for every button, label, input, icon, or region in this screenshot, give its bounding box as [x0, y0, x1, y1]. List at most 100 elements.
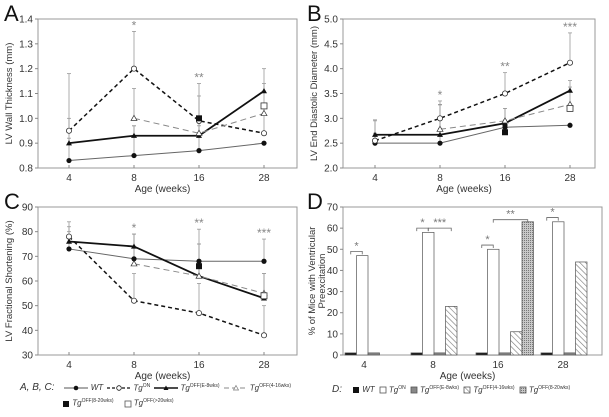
x-tick-label: 4 — [372, 173, 378, 184]
marker-tgoff-20wks — [566, 105, 574, 112]
marker-tgon — [130, 297, 137, 304]
plot-frame — [342, 18, 596, 169]
y-tick-label: 50 — [22, 301, 34, 312]
panel-b: B 2.0 2.5 3.0 3.5 4.0 4.5 5.0 LV End Diastolic D… — [307, 1, 596, 195]
panel-d: D 0 10 20 30 40 50 60 70 % of Mice with Ventricul… — [307, 189, 603, 382]
marker-tgon — [66, 127, 73, 134]
marker-tgon — [567, 59, 574, 66]
y-tick-label: 70 — [327, 203, 339, 214]
marker-tgoff-e-8wks — [437, 131, 443, 137]
x-tick-label: 28 — [258, 173, 270, 184]
x-axis-label: Age (weeks) — [436, 184, 492, 195]
y-axis-label: LV Fractional Shortening (%) — [4, 220, 15, 341]
panel-letter: B — [307, 1, 322, 26]
marker-wt — [196, 148, 202, 154]
significance-marker: * — [438, 88, 443, 102]
legend-abc-prefix: A, B, C: — [20, 382, 55, 393]
bar-tgoff-e-8wks — [498, 352, 511, 356]
x-tick-label: 8 — [430, 360, 436, 371]
marker-tgoff-20wks — [260, 292, 268, 300]
panel-letter: C — [4, 189, 20, 214]
y-tick-label: 2.5 — [324, 139, 338, 150]
marker-tgon — [371, 137, 378, 144]
legend-d-item-wt: WT — [352, 385, 375, 394]
y-tick-label: 4.0 — [324, 64, 338, 75]
series-line-tgoff-e-8wks — [68, 90, 265, 145]
plot-frame — [37, 18, 298, 169]
significance-marker: *** — [257, 226, 271, 240]
series-line-wt — [68, 248, 264, 262]
x-tick-label: 4 — [66, 360, 72, 371]
bar-tgon — [487, 248, 500, 356]
y-tick-label: 2.0 — [324, 164, 338, 175]
x-axis-label: Age (weeks) — [440, 371, 496, 382]
marker-wt — [66, 157, 72, 164]
marker-tgoff-e-8wks — [567, 87, 573, 93]
significance-bracket — [350, 251, 363, 255]
marker-tgon — [130, 65, 137, 72]
bar-tgoff-e-8wks — [563, 352, 576, 356]
y-tick-label: 3.5 — [324, 89, 338, 100]
y-axis-label-line2: Preexcitation — [317, 254, 328, 309]
marker-tgoff-20wks — [260, 102, 268, 110]
significance-bracket — [546, 217, 559, 221]
significance-marker: * — [420, 217, 425, 229]
y-tick-label: 60 — [22, 277, 34, 288]
marker-wt — [66, 246, 72, 252]
x-tick-label: 4 — [361, 360, 367, 371]
bar-tgoff-e-8wks — [367, 352, 380, 356]
panel-a: A 0.8 0.9 1.0 1.1 1.2 1.3 1.4 LV Wall Thickness … — [4, 1, 298, 195]
bar-tgoff-4-16wks — [575, 261, 588, 356]
marker-wt — [196, 258, 202, 264]
marker-tgoff-8-20wks — [502, 129, 508, 136]
marker-tgoff-4-16wks — [501, 117, 509, 124]
marker-tgoff-e-8wks — [131, 132, 137, 138]
y-tick-label: 1.3 — [19, 39, 33, 50]
y-tick-label: 5.0 — [324, 15, 338, 26]
panel-c: C 30 40 50 60 70 80 90 LV Fractional Shortening … — [4, 189, 298, 382]
series-line-tgon — [68, 236, 265, 336]
marker-tgoff-e-8wks — [372, 131, 378, 137]
significance-marker: * — [132, 18, 137, 32]
series-line-tgoff-e-8wks — [375, 89, 571, 136]
series-line-tgoff-4-16wks — [133, 112, 265, 134]
y-tick-label: 30 — [327, 287, 339, 298]
legend-abc: A, B, C: WT TgON TgOFF(E-8wks) TgOFF(4-1… — [20, 382, 291, 393]
y-tick-label: 0.8 — [19, 164, 33, 175]
panel-letter: A — [4, 1, 19, 26]
y-tick-label: 20 — [327, 308, 339, 319]
marker-wt — [261, 140, 267, 146]
panel-letter: D — [307, 189, 323, 214]
x-tick-label: 8 — [131, 173, 137, 184]
legend-d-prefix: D: — [332, 384, 342, 395]
y-tick-label: 60 — [327, 224, 339, 235]
bar-wt — [410, 352, 423, 356]
series-line-tgon — [68, 67, 265, 134]
marker-tgoff-4-16wks — [260, 109, 268, 116]
legend-item-wt: WT — [64, 383, 103, 392]
y-axis-label: LV Wall Thickness (mm) — [4, 43, 15, 145]
x-tick-label: 16 — [499, 173, 511, 184]
significance-marker: ** — [194, 216, 204, 230]
marker-tgon — [260, 130, 267, 137]
significance-marker: * — [485, 234, 490, 246]
marker-tgon — [66, 233, 73, 240]
x-axis-label: Age (weeks) — [135, 184, 191, 195]
marker-tgoff-8-20wks — [196, 263, 202, 270]
y-tick-label: 4.5 — [324, 39, 338, 50]
y-tick-label: 50 — [327, 245, 339, 256]
y-axis-label: % of Mice with Ventricular — [307, 227, 318, 336]
y-tick-label: 30 — [22, 351, 34, 362]
legend-item-tgoff-20: TgOFF(>20wks) — [124, 398, 174, 408]
x-tick-label: 8 — [131, 360, 137, 371]
bar-tgoff-4-16wks — [445, 306, 458, 356]
marker-tgoff-e-8wks — [131, 243, 137, 249]
x-tick-label: 16 — [193, 173, 205, 184]
legend-item-tgon: TgON — [107, 383, 150, 392]
bar-tgon — [356, 255, 369, 356]
legend-d-item-tgoff-8-20: TgOFF(8-20wks) — [519, 385, 570, 394]
marker-tgoff-4-16wks — [130, 260, 138, 267]
bar-tgon — [422, 232, 435, 356]
marker-wt — [131, 152, 137, 159]
